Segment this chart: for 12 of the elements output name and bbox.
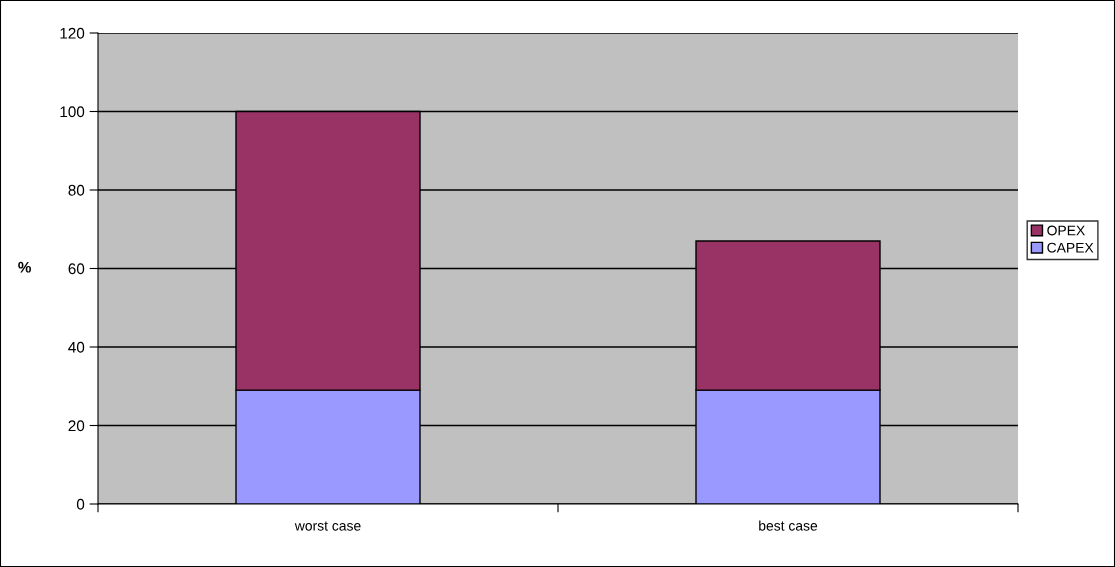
y-tick-label: 60 (68, 263, 85, 275)
y-tick-label: 0 (76, 498, 85, 510)
x-tick-label: best case (759, 520, 818, 531)
y-axis-title: % (18, 261, 31, 273)
y-tick-label: 120 (60, 27, 85, 39)
legend-label: OPEX (1047, 225, 1085, 236)
legend-label: CAPEX (1047, 242, 1094, 253)
x-tick-label: worst case (294, 521, 361, 531)
y-tick-label: 40 (68, 341, 85, 353)
y-tick-label: 20 (68, 420, 85, 432)
y-tick-label: 80 (68, 184, 85, 196)
y-tick-label: 100 (60, 106, 85, 118)
